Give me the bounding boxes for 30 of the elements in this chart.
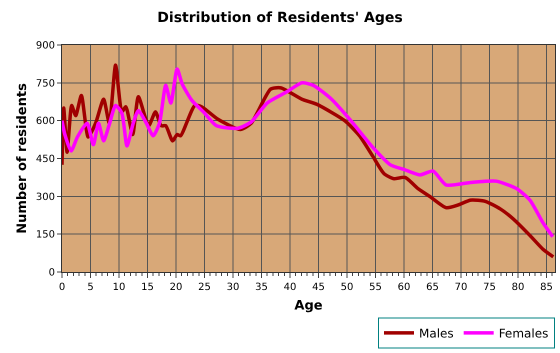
y-tick-label: 450: [36, 154, 55, 165]
x-tick-label: 80: [512, 282, 524, 293]
x-tick-label: 55: [369, 282, 382, 293]
y-tick-label: 750: [36, 78, 55, 90]
x-tick-label: 75: [483, 282, 496, 293]
y-axis-title: Number of residents: [14, 82, 30, 234]
y-tick-label: 600: [36, 116, 55, 128]
legend-label: Males: [419, 326, 454, 341]
y-tick-label: 0: [48, 268, 55, 278]
legend-label: Females: [498, 326, 548, 341]
x-axis-title: Age: [294, 298, 323, 314]
y-tick-label: 300: [36, 192, 55, 203]
x-tick-label: 85: [540, 282, 553, 293]
chart-title: Distribution of Residents' Ages: [157, 10, 403, 26]
x-tick-label: 15: [141, 282, 154, 293]
x-tick-label: 35: [255, 282, 268, 293]
x-tick-label: 25: [198, 282, 211, 293]
x-tick-label: 65: [426, 282, 439, 293]
x-tick-label: 45: [312, 282, 325, 293]
y-tick-label: 900: [36, 40, 55, 52]
x-tick-label: 20: [170, 282, 182, 293]
x-tick-label: 40: [284, 282, 296, 293]
x-tick-label: 0: [58, 282, 66, 293]
y-tick-label: 150: [36, 230, 55, 241]
x-tick-label: 10: [112, 282, 126, 293]
x-tick-label: 30: [226, 282, 240, 293]
x-tick-label: 5: [87, 282, 94, 293]
x-tick-label: 50: [340, 282, 354, 293]
x-tick-label: 60: [398, 282, 410, 293]
x-tick-label: 70: [454, 282, 468, 293]
